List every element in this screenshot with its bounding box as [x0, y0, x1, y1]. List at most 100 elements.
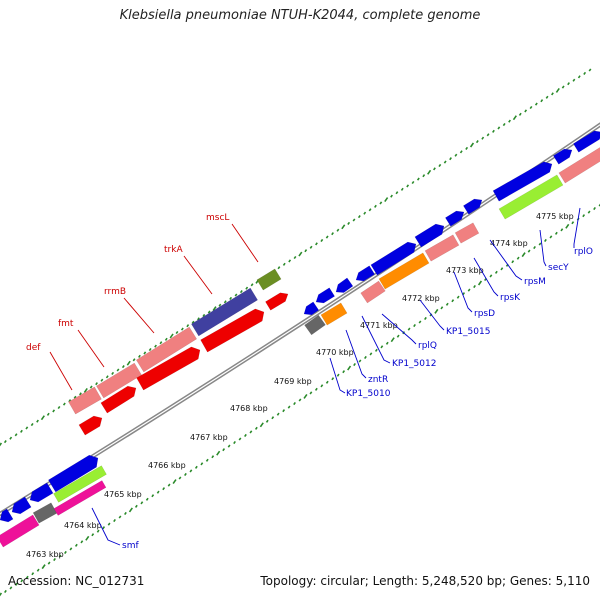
- inner-tick-mark: [189, 469, 193, 473]
- outer-tick-mark: [416, 177, 420, 181]
- inner-tick-mark: [440, 306, 444, 310]
- gene-gray-ll: [32, 502, 58, 524]
- outer-tick-mark: [545, 95, 549, 99]
- gene-blue-ll: [48, 454, 99, 493]
- inner-tick-mark: [128, 507, 133, 513]
- inner-gene-label: KP1_5012: [392, 359, 436, 369]
- outer-tick-mark: [159, 341, 163, 345]
- outer-tick-mark: [14, 433, 18, 437]
- outer-tick-mark: [234, 293, 238, 297]
- inner-tick-mark: [64, 550, 67, 555]
- outer-tick-mark: [315, 242, 318, 246]
- inner-tick-mark: [593, 206, 596, 211]
- inner-tick-mark: [598, 203, 600, 207]
- inner-tick-mark: [544, 238, 547, 243]
- outer-tick-mark: [411, 180, 415, 185]
- outer-tick-mark: [395, 191, 399, 195]
- inner-tick-mark: [473, 284, 476, 289]
- inner-tick-mark: [41, 564, 46, 570]
- outer-tick-mark: [540, 99, 544, 103]
- inner-tick-mark: [271, 416, 275, 420]
- outer-tick-mark: [36, 419, 39, 423]
- inner-tick-mark: [178, 476, 182, 480]
- inner-tick-mark: [434, 308, 439, 314]
- tick-label: 4775 kbp: [536, 212, 574, 221]
- inner-gene-label: rpsK: [500, 293, 521, 303]
- outer-tick-mark: [245, 286, 249, 290]
- inner-tick-mark: [369, 352, 373, 356]
- outer-tick-mark: [202, 313, 206, 318]
- outer-tick-mark: [282, 262, 286, 266]
- inner-tick-mark: [118, 515, 122, 519]
- gene-blue-lower: [463, 198, 483, 215]
- outer-tick-mark: [379, 201, 383, 205]
- inner-tick-mark: [80, 540, 84, 544]
- inner-tick-mark: [227, 444, 231, 448]
- inner-tick-mark: [200, 462, 204, 466]
- inner-tick-mark: [25, 575, 29, 579]
- inner-tick-mark: [47, 561, 51, 565]
- inner-gene-label: KP1_5010: [346, 389, 391, 399]
- outer-tick-mark: [384, 197, 389, 203]
- outer-tick-mark: [438, 163, 442, 168]
- inner-tick-mark: [107, 522, 111, 526]
- outer-tick-mark: [320, 238, 324, 243]
- gene-pink-rplQ: [360, 280, 386, 304]
- outer-tick-mark: [95, 382, 98, 386]
- outer-tick-mark: [207, 310, 211, 314]
- inner-tick-mark: [276, 412, 280, 416]
- gene-magenta-ll: [53, 480, 107, 516]
- gene-blue-lower: [414, 223, 445, 248]
- inner-tick-mark: [364, 355, 367, 360]
- tick-label: 4763 kbp: [26, 550, 64, 559]
- inner-tick-mark: [380, 345, 384, 349]
- gene-blue-ll: [11, 496, 32, 515]
- gene-red-lower: [78, 415, 103, 436]
- inner-tick-mark: [533, 245, 536, 250]
- inner-tick-mark: [85, 535, 90, 541]
- outer-tick-mark: [347, 221, 351, 225]
- outer-tick-mark: [89, 385, 93, 389]
- outer-tick-mark: [331, 232, 334, 236]
- inner-tick-mark: [184, 472, 187, 477]
- inner-gene-label: rplQ: [418, 341, 437, 351]
- tick-label: 4770 kbp: [316, 348, 354, 357]
- inner-tick-mark: [554, 231, 558, 235]
- outer-tick-mark: [223, 300, 227, 304]
- inner-tick-mark: [14, 582, 18, 586]
- gene-blue-upper: [573, 130, 600, 153]
- inner-tick-mark: [298, 398, 302, 402]
- inner-tick-mark: [140, 501, 144, 505]
- outer-tick-mark: [336, 228, 340, 232]
- outer-tick-mark: [116, 368, 120, 372]
- inner-gene-label: KP1_5015: [446, 327, 490, 337]
- tick-label: 4768 kbp: [230, 404, 268, 413]
- gene-olive: [256, 268, 282, 291]
- outer-tick-mark: [154, 344, 157, 348]
- outer-tick-mark: [352, 218, 356, 222]
- outer-tick-mark: [492, 129, 495, 133]
- outer-leader-line: [77, 329, 105, 368]
- gene-red-lower: [136, 346, 201, 391]
- outer-tick-mark: [73, 395, 77, 399]
- inner-tick-mark: [134, 504, 138, 508]
- outer-tick-mark: [62, 402, 66, 406]
- inner-tick-mark: [549, 235, 553, 239]
- outer-tick-mark: [298, 251, 303, 257]
- outer-tick-mark: [79, 392, 82, 396]
- outer-tick-mark: [572, 78, 576, 82]
- gene-gray-KP1_5010: [304, 314, 326, 336]
- outer-tick-mark: [406, 184, 410, 188]
- inner-leader-line: [381, 313, 417, 345]
- inner-tick-mark: [36, 568, 40, 572]
- outer-leader-line: [123, 297, 155, 334]
- outer-tick-mark: [433, 167, 436, 171]
- inner-tick-mark: [424, 316, 427, 321]
- outer-tick-mark: [20, 429, 23, 433]
- inner-tick-mark: [347, 365, 352, 371]
- gene-blue-lower: [445, 210, 465, 227]
- inner-tick-mark: [216, 450, 221, 456]
- gene-red-lower: [100, 385, 137, 414]
- outer-tick-mark: [325, 235, 329, 239]
